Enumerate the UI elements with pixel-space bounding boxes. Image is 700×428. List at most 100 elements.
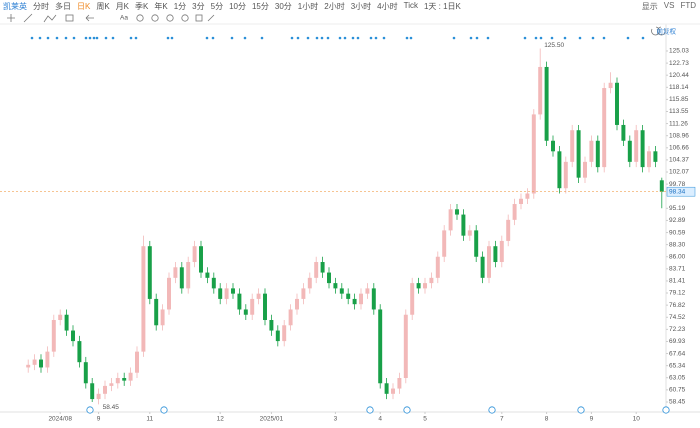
toolbar-button[interactable]: 1小时	[297, 2, 319, 11]
y-tick-label: 113.55	[669, 108, 689, 115]
candle-body	[595, 140, 600, 168]
candle-body	[301, 288, 306, 299]
toolbar-button[interactable]: FTD	[680, 1, 696, 10]
toolbar-button[interactable]: 3分	[192, 2, 205, 11]
candle-body	[26, 364, 31, 368]
toolbar-button[interactable]: 显示	[641, 2, 658, 11]
toolbar-button[interactable]: 季K	[135, 2, 149, 11]
redo[interactable]	[657, 26, 666, 36]
candle-body	[173, 267, 178, 278]
toolbar-button[interactable]: 1天 : 1日K	[423, 2, 461, 11]
event-dot	[563, 36, 567, 40]
y-tick-label: 108.96	[669, 132, 689, 139]
toolbar-button[interactable]: 周K	[96, 2, 110, 11]
toolbar-button[interactable]: VS	[663, 1, 675, 10]
candle-body	[77, 341, 82, 363]
candle-body	[205, 272, 210, 278]
candle-body	[525, 193, 530, 199]
event-dot	[315, 36, 319, 40]
candle-body	[128, 372, 133, 381]
crosshair-tool[interactable]	[7, 14, 15, 22]
event-dot	[88, 36, 92, 40]
toolbar-button[interactable]: 4小时	[377, 2, 398, 11]
candle-body	[314, 262, 319, 278]
toolbar-button[interactable]: 10分	[229, 2, 246, 11]
toolbar-button[interactable]: 5分	[210, 2, 224, 11]
event-dot	[338, 36, 342, 40]
event-dot	[374, 36, 378, 40]
candle-body	[147, 246, 152, 299]
toolbar-button[interactable]: 2小时	[324, 2, 345, 11]
x-tick-label: 9	[590, 416, 594, 423]
toolbar-button[interactable]: 月K	[115, 2, 130, 11]
candle-body	[103, 385, 107, 394]
x-tick-label: 2024/08	[48, 416, 72, 423]
candle-body	[397, 377, 402, 389]
candle-body	[634, 130, 639, 162]
candle-body	[282, 325, 287, 342]
measure-tool[interactable]	[136, 14, 144, 22]
candle-body	[186, 262, 191, 289]
y-tick-label: 125.03	[669, 48, 689, 55]
trend-tool[interactable]	[43, 14, 57, 23]
event-dot	[95, 36, 99, 40]
toolbar-button[interactable]: 分时	[33, 2, 49, 11]
toolbar-button[interactable]: 3小时	[350, 2, 372, 11]
toolbar-button[interactable]: 1分	[173, 2, 187, 11]
candle-body	[589, 140, 594, 162]
line-tool[interactable]	[23, 13, 33, 23]
toolbar-button[interactable]: 多日	[55, 2, 71, 11]
toolbar-button[interactable]: 15分	[251, 2, 269, 11]
event-dot	[486, 36, 490, 40]
toolbar-button[interactable]: 30分	[274, 2, 292, 11]
candle-body	[493, 246, 498, 263]
y-tick-label: 102.07	[669, 169, 689, 176]
candle-body	[237, 293, 242, 310]
candle-body	[263, 293, 267, 321]
y-tick-label: 95.19	[669, 205, 686, 212]
undo[interactable]	[651, 26, 660, 36]
event-dot	[550, 36, 554, 40]
y-tick-label: 122.73	[669, 60, 689, 67]
toolbar-button[interactable]: 年K	[154, 2, 168, 11]
candle-body	[160, 309, 165, 326]
toolbar-button[interactable]: Tick	[403, 1, 418, 10]
y-tick-label: 60.75	[669, 387, 686, 394]
candle-body	[474, 230, 479, 257]
font-tool[interactable]: Aa	[120, 15, 128, 22]
candle-body	[45, 351, 50, 368]
last-price-tag	[666, 186, 696, 197]
delete-tool[interactable]	[207, 14, 215, 22]
event-dot	[243, 36, 247, 40]
event-dot	[166, 36, 170, 40]
event-dot	[602, 36, 606, 40]
candle-body	[352, 298, 357, 305]
event-marker	[488, 406, 496, 414]
fib-tool[interactable]	[65, 14, 74, 22]
candle-body	[519, 198, 523, 205]
lock-tool[interactable]	[181, 14, 189, 22]
event-dot	[306, 36, 310, 40]
candle-body	[416, 283, 421, 289]
stock-name[interactable]: 凯莱英	[3, 2, 27, 11]
candle-body	[154, 298, 159, 326]
candle-body	[423, 283, 427, 289]
toolbar-button[interactable]: 日K	[77, 2, 91, 11]
magnet-tool[interactable]	[166, 14, 174, 22]
y-tick-label: 120.44	[669, 72, 689, 79]
event-dot	[578, 36, 582, 40]
arrow-tool[interactable]	[85, 14, 94, 22]
candle-body	[295, 298, 299, 310]
x-tick-label: 9	[97, 416, 101, 423]
candle-body	[583, 161, 587, 178]
hide-tool[interactable]	[195, 14, 203, 22]
candle-body	[167, 277, 171, 310]
zoom-tool[interactable]	[151, 14, 159, 22]
y-tick-label: 76.82	[669, 302, 686, 309]
y-tick-label: 69.93	[669, 338, 686, 345]
candle-body	[602, 88, 607, 168]
event-dot	[55, 36, 59, 40]
y-tick-label: 72.23	[669, 326, 686, 333]
candle-body	[250, 298, 255, 315]
